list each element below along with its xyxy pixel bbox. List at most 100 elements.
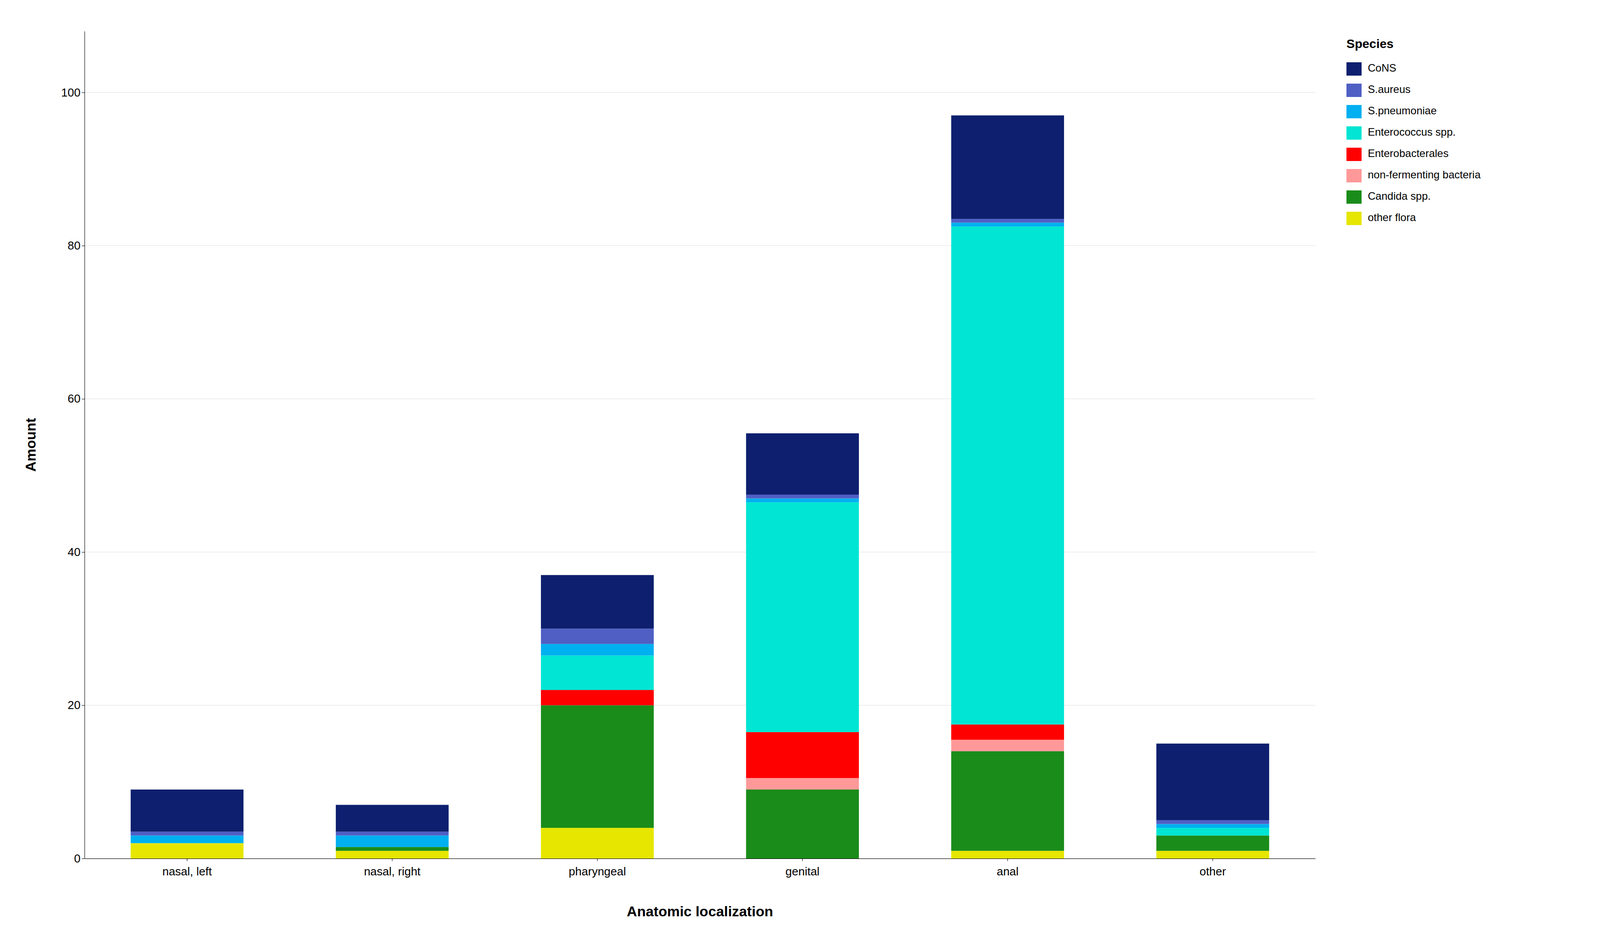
bar-segment — [951, 724, 1064, 740]
x-tick-label: pharyngeal — [568, 864, 627, 879]
bar-segment — [745, 502, 859, 733]
y-tick: 80 — [67, 238, 85, 253]
x-axis-title: Anatomic localization — [626, 903, 774, 920]
bar-segment — [540, 628, 654, 644]
bar-segment — [540, 575, 654, 629]
x-tick: nasal, right — [363, 858, 421, 879]
bar-segment — [540, 827, 654, 859]
bar-segment — [335, 835, 449, 847]
bar-segment — [130, 835, 244, 843]
legend-swatch — [1346, 62, 1362, 76]
bar-segment — [540, 705, 654, 829]
y-tick-label: 80 — [67, 238, 81, 253]
grid-line — [84, 705, 1316, 706]
x-tick: other — [1199, 858, 1227, 879]
y-tick-label: 40 — [67, 545, 81, 559]
legend-label: S.aureus — [1367, 83, 1411, 96]
y-tick: 60 — [67, 391, 85, 406]
legend-label: Enterobacterales — [1367, 147, 1449, 160]
y-tick: 0 — [74, 851, 85, 866]
series — [130, 222, 1270, 848]
y-tick-mark — [81, 552, 85, 553]
bar-segment — [335, 831, 449, 836]
legend-swatch — [1346, 83, 1362, 97]
chart: nasal, left nasal, right pharyngeal genital… — [0, 0, 1600, 943]
bar-segment — [1156, 850, 1270, 859]
x-tick-mark — [596, 858, 598, 862]
grid-line — [84, 245, 1316, 246]
bar-segment — [745, 789, 859, 859]
legend-label: Candida spp. — [1367, 189, 1431, 202]
bar-segment — [745, 732, 859, 778]
grid-line — [84, 552, 1316, 553]
y-tick-label: 100 — [61, 85, 81, 100]
y-tick-mark — [81, 398, 85, 400]
bar-segment — [540, 655, 654, 691]
series — [540, 226, 1270, 836]
bar-segment — [951, 850, 1064, 859]
legend-item: CoNS — [1346, 61, 1397, 76]
legend-swatch — [1346, 126, 1362, 140]
legend-label: S.pneumoniae — [1367, 104, 1437, 117]
legend-swatch — [1346, 211, 1362, 226]
bar-segment — [951, 226, 1064, 725]
legend-swatch — [1346, 190, 1362, 204]
y-axis: 0 20 40 60 80 100 — [61, 31, 85, 866]
legend-swatch — [1346, 104, 1362, 119]
y-tick: 20 — [67, 698, 85, 712]
legend-item: Candida spp. — [1346, 189, 1431, 204]
y-tick-label: 0 — [74, 851, 81, 866]
bar-segment — [1156, 824, 1270, 829]
x-axis-line — [84, 858, 1316, 859]
legend-item: other flora — [1346, 211, 1417, 226]
legend-item: Enterococcus spp. — [1346, 125, 1456, 140]
y-tick-mark — [81, 245, 85, 246]
legend-item: Enterobacterales — [1346, 147, 1449, 162]
y-tick: 40 — [67, 545, 85, 559]
legend-label: CoNS — [1367, 61, 1397, 74]
bar-segment — [745, 777, 859, 790]
x-tick-mark — [1007, 858, 1008, 862]
x-tick-label: anal — [996, 864, 1019, 879]
y-tick: 100 — [61, 85, 85, 100]
legend-label: other flora — [1367, 211, 1417, 224]
legend-swatch — [1346, 169, 1362, 183]
grid-line — [84, 92, 1316, 93]
bar-segment — [1156, 743, 1270, 821]
bar-segment — [335, 846, 449, 851]
y-axis-title: Amount — [22, 417, 39, 472]
series — [130, 115, 1270, 832]
legend-title: Species — [1346, 36, 1394, 51]
bar-segment — [745, 494, 859, 499]
x-axis: nasal, left nasal, right pharyngeal genital… — [84, 858, 1316, 879]
bar-segment — [130, 831, 244, 836]
x-tick-mark — [1212, 858, 1214, 862]
x-tick-mark — [391, 858, 393, 862]
bar-segment — [1156, 827, 1270, 836]
y-tick-mark — [81, 92, 85, 93]
grid-line — [84, 858, 1316, 859]
series — [130, 827, 1270, 859]
y-tick-mark — [81, 858, 85, 859]
bar-segment — [1156, 820, 1270, 825]
y-tick-label: 20 — [67, 698, 81, 712]
bar-segment — [540, 689, 654, 706]
legend-label: non-fermenting bacteria — [1367, 168, 1481, 181]
legend: Species CoNS S.aureus S.pneumoniae Enterococ… — [1346, 36, 1481, 226]
bar-segment — [951, 218, 1064, 223]
bar-segment — [130, 789, 244, 832]
grid-line — [84, 398, 1316, 399]
bar-segment — [745, 433, 859, 495]
x-tick-label: nasal, right — [363, 864, 421, 879]
series — [130, 218, 1270, 836]
bar-segment — [1156, 835, 1270, 851]
y-tick-mark — [81, 705, 85, 706]
x-tick: pharyngeal — [568, 858, 627, 879]
legend-label: Enterococcus spp. — [1367, 125, 1456, 138]
x-tick-label: genital — [785, 864, 820, 879]
legend-item: non-fermenting bacteria — [1346, 168, 1481, 183]
x-tick: anal — [996, 858, 1019, 879]
bar-segment — [951, 739, 1064, 752]
x-tick-label: nasal, left — [162, 864, 213, 879]
bar-segment — [540, 644, 654, 656]
